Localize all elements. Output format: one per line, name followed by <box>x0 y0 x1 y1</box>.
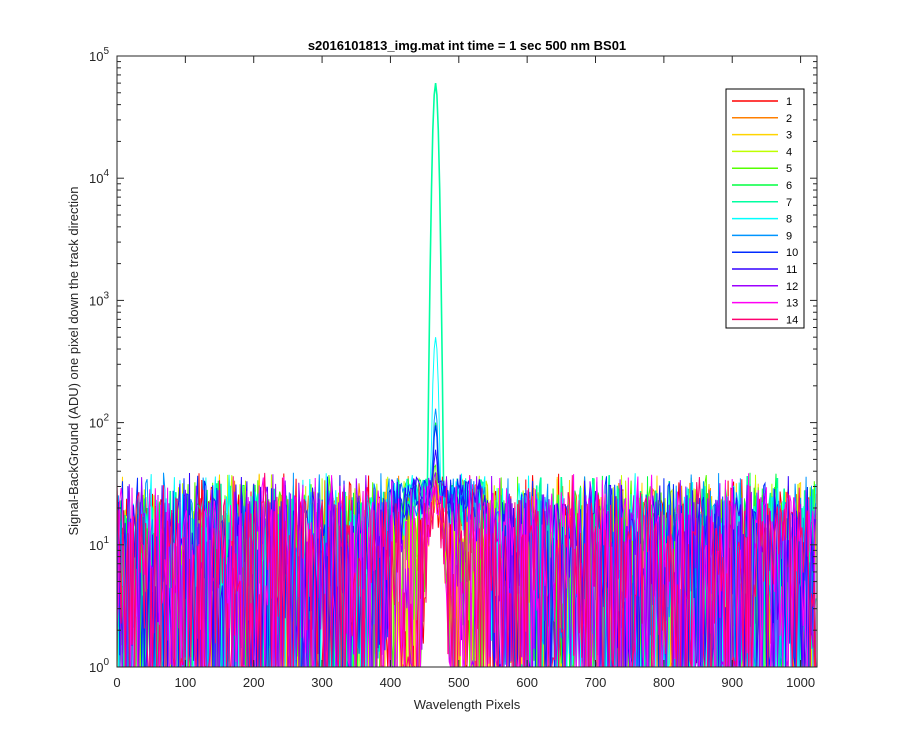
x-tick-label: 900 <box>721 675 743 690</box>
x-tick-label: 500 <box>448 675 470 690</box>
legend-label-14: 14 <box>786 314 798 326</box>
series-line-11 <box>117 449 817 667</box>
x-axis-label: Wavelength Pixels <box>414 697 521 712</box>
x-tick-label: 400 <box>380 675 402 690</box>
legend-label-11: 11 <box>786 264 797 276</box>
x-tick-label: 1000 <box>786 675 815 690</box>
series-line-9 <box>117 408 817 667</box>
x-tick-label: 300 <box>311 675 333 690</box>
legend-label-10: 10 <box>786 247 798 259</box>
legend-box <box>725 88 805 329</box>
legend-label-1: 1 <box>786 96 792 108</box>
x-axis: 0 100 200 300 400 500 600 700 800 900 1000 <box>113 56 815 690</box>
legend-label-2: 2 <box>786 113 792 125</box>
legend-label-5: 5 <box>786 163 792 175</box>
x-tick-label: 100 <box>175 675 197 690</box>
legend-label-4: 4 <box>786 146 792 158</box>
x-tick-label: 800 <box>653 675 675 690</box>
legend-label-12: 12 <box>786 281 798 293</box>
y-tick-label: 103 <box>89 290 109 308</box>
y-tick-label: 105 <box>89 46 109 64</box>
x-tick-label: 700 <box>585 675 607 690</box>
y-axis-label: Signal-BackGround (ADU) one pixel down t… <box>66 186 81 535</box>
y-tick-label: 100 <box>89 657 109 675</box>
chart-title: s2016101813_img.mat int time = 1 sec 500… <box>308 38 626 53</box>
x-tick-label: 200 <box>243 675 265 690</box>
legend-label-6: 6 <box>786 180 792 192</box>
series-group <box>117 83 817 667</box>
y-tick-label: 102 <box>89 413 109 431</box>
legend-label-7: 7 <box>786 197 792 209</box>
x-tick-label: 0 <box>113 675 120 690</box>
y-tick-label: 104 <box>89 168 109 186</box>
legend-label-3: 3 <box>786 130 792 142</box>
series-line-14 <box>117 472 817 667</box>
plot-frame <box>116 55 818 668</box>
x-tick-label: 600 <box>516 675 538 690</box>
legend-label-8: 8 <box>786 214 792 226</box>
legend-label-9: 9 <box>786 230 792 242</box>
legend-label-13: 13 <box>786 298 798 310</box>
y-tick-label: 101 <box>89 535 109 553</box>
